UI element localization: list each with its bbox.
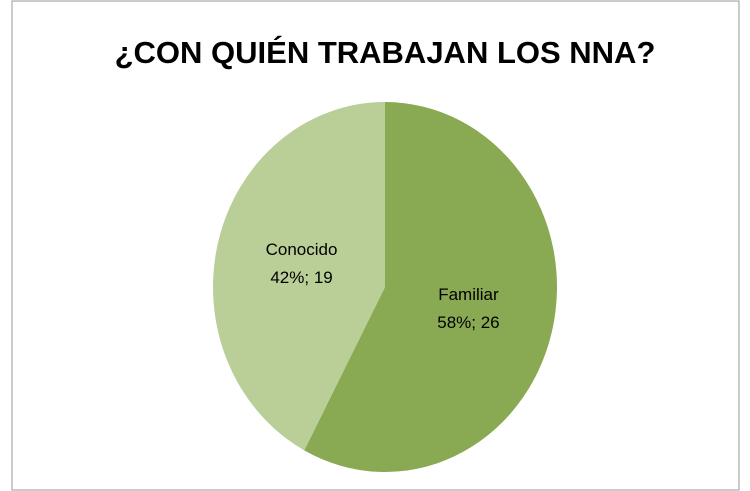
pie-slice: [213, 102, 385, 451]
chart-title: ¿CON QUIÉN TRABAJAN LOS NNA?: [115, 35, 656, 70]
slice-category-label: Familiar: [438, 285, 499, 304]
slice-value-label: 42%; 19: [270, 268, 332, 287]
pie-slice: [304, 102, 557, 472]
slice-category-label: Conocido: [266, 240, 338, 259]
slice-value-label: 58%; 26: [437, 313, 499, 332]
